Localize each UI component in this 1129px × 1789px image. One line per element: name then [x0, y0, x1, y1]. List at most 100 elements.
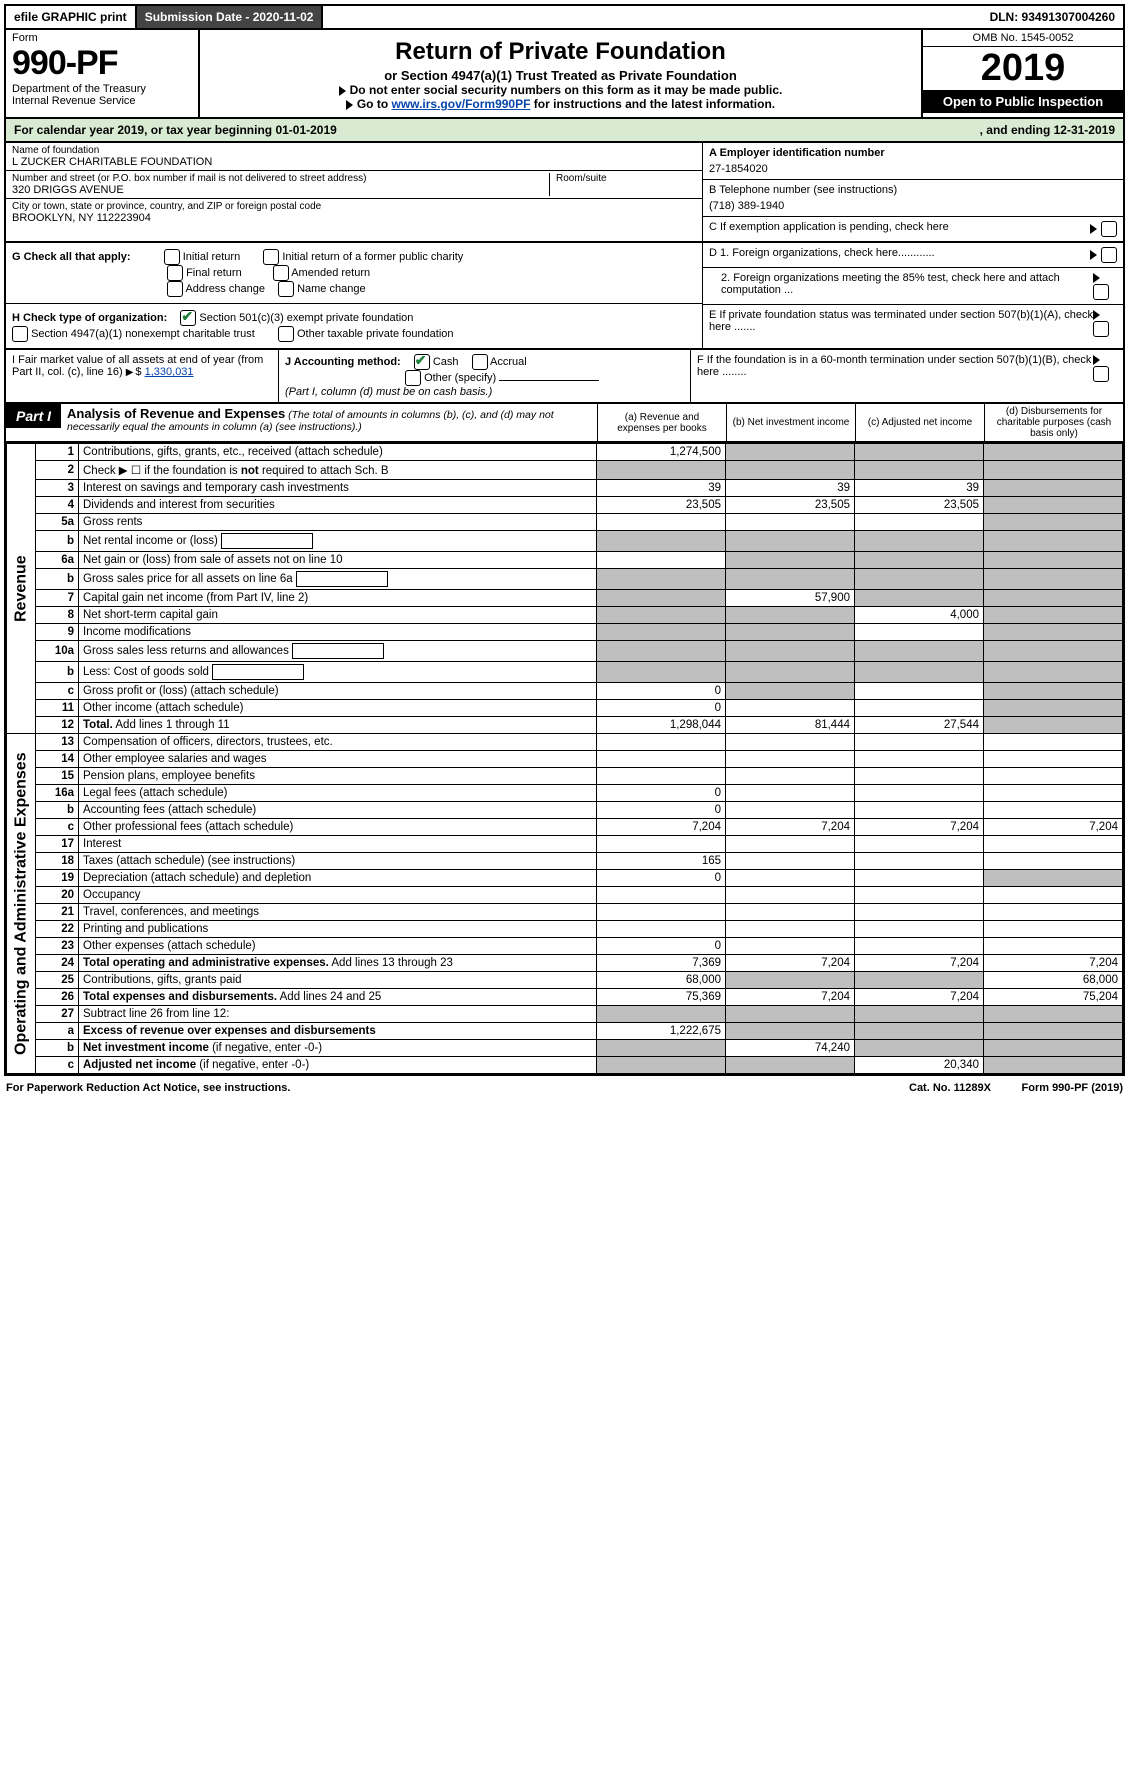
other-method-checkbox[interactable]: [405, 370, 421, 386]
4947-checkbox[interactable]: [12, 326, 28, 342]
fmv-link[interactable]: 1,330,031: [145, 366, 194, 378]
line-label: Accounting fees (attach schedule): [79, 802, 597, 819]
initial-return-checkbox[interactable]: [164, 249, 180, 265]
cell-col-c: [855, 1006, 984, 1023]
section-ij-row: I Fair market value of all assets at end…: [6, 350, 1123, 404]
table-row: 9Income modifications: [7, 624, 1123, 641]
cash-checkbox[interactable]: [414, 354, 430, 370]
cell-col-a: [597, 641, 726, 662]
line-label: Gross profit or (loss) (attach schedule): [79, 683, 597, 700]
line-number: 11: [36, 700, 79, 717]
cell-col-b: [726, 514, 855, 531]
cell-col-d: 7,204: [984, 955, 1123, 972]
cell-col-a: 7,204: [597, 819, 726, 836]
table-row: cOther professional fees (attach schedul…: [7, 819, 1123, 836]
ein-label: A Employer identification number: [709, 147, 885, 159]
line-label: Travel, conferences, and meetings: [79, 904, 597, 921]
cell-col-b: [726, 1023, 855, 1040]
cell-col-c: [855, 590, 984, 607]
ein-value: 27-1854020: [709, 163, 768, 175]
arrow-icon: [1093, 310, 1100, 320]
cell-col-c: 7,204: [855, 955, 984, 972]
table-row: 18Taxes (attach schedule) (see instructi…: [7, 853, 1123, 870]
cell-col-c: [855, 444, 984, 461]
line-label: Adjusted net income (if negative, enter …: [79, 1057, 597, 1074]
dept-treasury: Department of the Treasury: [12, 83, 192, 95]
line-label: Subtract line 26 from line 12:: [79, 1006, 597, 1023]
cell-col-b: [726, 785, 855, 802]
cell-col-b: [726, 853, 855, 870]
table-row: cGross profit or (loss) (attach schedule…: [7, 683, 1123, 700]
table-row: bAccounting fees (attach schedule)0: [7, 802, 1123, 819]
cell-col-d: [984, 1023, 1123, 1040]
line-number: 6a: [36, 552, 79, 569]
table-row: 5aGross rents: [7, 514, 1123, 531]
cell-col-d: [984, 938, 1123, 955]
cell-col-c: 7,204: [855, 989, 984, 1006]
cell-col-a: [597, 921, 726, 938]
line-number: 27: [36, 1006, 79, 1023]
cell-col-b: [726, 624, 855, 641]
cell-col-a: [597, 607, 726, 624]
room-suite-label: Room/suite: [556, 173, 696, 184]
cell-col-b: [726, 836, 855, 853]
cell-col-b: [726, 569, 855, 590]
line-label: Compensation of officers, directors, tru…: [79, 734, 597, 751]
cell-col-d: [984, 461, 1123, 480]
line-number: b: [36, 662, 79, 683]
table-row: 3Interest on savings and temporary cash …: [7, 480, 1123, 497]
e-checkbox[interactable]: [1093, 321, 1109, 337]
d2-checkbox[interactable]: [1093, 284, 1109, 300]
d1-checkbox[interactable]: [1101, 247, 1117, 263]
cell-col-a: 39: [597, 480, 726, 497]
address-change-checkbox[interactable]: [167, 281, 183, 297]
table-row: bNet rental income or (loss): [7, 531, 1123, 552]
table-row: 21Travel, conferences, and meetings: [7, 904, 1123, 921]
d2-label: 2. Foreign organizations meeting the 85%…: [709, 272, 1093, 296]
line-label: Contributions, gifts, grants paid: [79, 972, 597, 989]
name-change-checkbox[interactable]: [278, 281, 294, 297]
efile-print[interactable]: efile GRAPHIC print: [6, 6, 137, 28]
cell-col-b: [726, 887, 855, 904]
top-bar: efile GRAPHIC print Submission Date - 20…: [6, 6, 1123, 30]
other-specify-input[interactable]: [499, 380, 599, 381]
line-label: Net gain or (loss) from sale of assets n…: [79, 552, 597, 569]
exemption-checkbox[interactable]: [1101, 221, 1117, 237]
other-taxable-checkbox[interactable]: [278, 326, 294, 342]
cell-col-c: 27,544: [855, 717, 984, 734]
street-address: 320 DRIGGS AVENUE: [12, 184, 549, 196]
cell-col-a: [597, 552, 726, 569]
line-label: Net rental income or (loss): [79, 531, 597, 552]
501c3-checkbox[interactable]: [180, 310, 196, 326]
cell-col-a: 0: [597, 785, 726, 802]
cell-col-b: [726, 972, 855, 989]
form-page: efile GRAPHIC print Submission Date - 20…: [4, 4, 1125, 1076]
d1-label: D 1. Foreign organizations, check here..…: [709, 247, 935, 259]
page-footer: For Paperwork Reduction Act Notice, see …: [0, 1080, 1129, 1096]
table-row: 8Net short-term capital gain4,000: [7, 607, 1123, 624]
final-return-checkbox[interactable]: [167, 265, 183, 281]
cell-col-b: 39: [726, 480, 855, 497]
cell-col-a: 0: [597, 683, 726, 700]
part1-table: Revenue1Contributions, gifts, grants, et…: [6, 443, 1123, 1074]
line-label: Other employee salaries and wages: [79, 751, 597, 768]
amended-return-checkbox[interactable]: [273, 265, 289, 281]
cell-col-a: [597, 1040, 726, 1057]
line-label: Capital gain net income (from Part IV, l…: [79, 590, 597, 607]
table-row: 11Other income (attach schedule)0: [7, 700, 1123, 717]
line-number: 4: [36, 497, 79, 514]
city-box: City or town, state or province, country…: [6, 199, 702, 226]
omb-number: OMB No. 1545-0052: [923, 30, 1123, 47]
table-row: 22Printing and publications: [7, 921, 1123, 938]
line-label: Interest: [79, 836, 597, 853]
initial-former-checkbox[interactable]: [263, 249, 279, 265]
accrual-checkbox[interactable]: [472, 354, 488, 370]
cell-col-d: [984, 734, 1123, 751]
line-label: Other expenses (attach schedule): [79, 938, 597, 955]
cell-col-c: [855, 569, 984, 590]
city-state-zip: BROOKLYN, NY 112223904: [12, 212, 696, 224]
cell-col-d: [984, 683, 1123, 700]
f-checkbox[interactable]: [1093, 366, 1109, 382]
cell-col-b: [726, 461, 855, 480]
irs-link[interactable]: www.irs.gov/Form990PF: [392, 97, 531, 111]
